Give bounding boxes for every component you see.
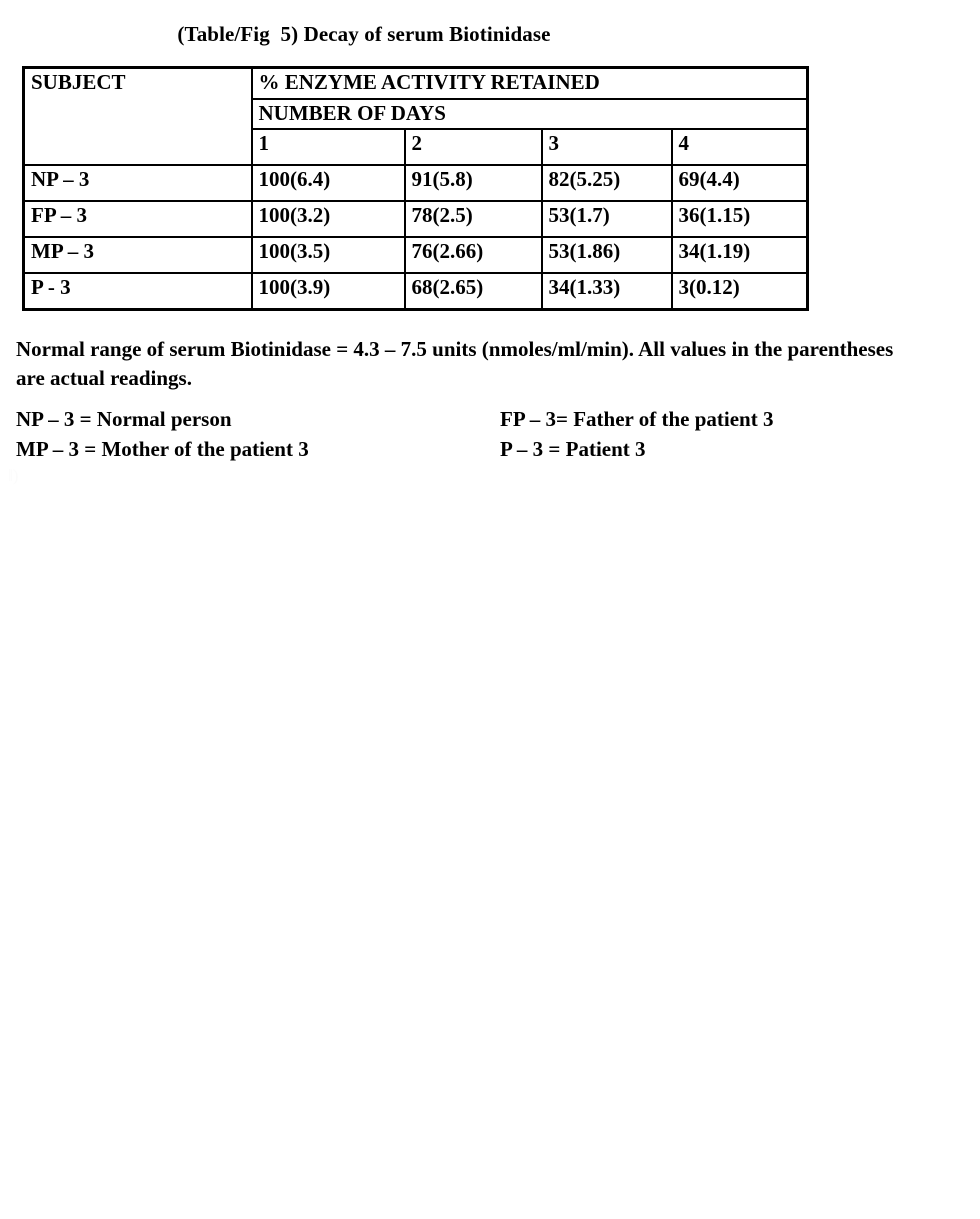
cell-subject: P - 3	[22, 272, 253, 311]
legend-row: MP – 3 = Mother of the patient 3 P – 3 =…	[16, 434, 916, 464]
biotinidase-decay-table: SUBJECT % ENZYME ACTIVITY RETAINED NUMBE…	[22, 66, 809, 312]
cell-day-3: 34(1.33)	[540, 272, 673, 311]
header-day-4: 4	[670, 128, 809, 167]
legend-item-mp3: MP – 3 = Mother of the patient 3	[16, 437, 309, 462]
cell-subject: FP – 3	[22, 200, 253, 239]
scan-artifact: ‖)	[8, 466, 19, 485]
table-row: FP – 3 100(3.2) 78(2.5) 53(1.7) 36(1.15)	[22, 200, 809, 239]
header-enzyme-activity: % ENZYME ACTIVITY RETAINED	[250, 66, 809, 100]
legend-item-np3: NP – 3 = Normal person	[16, 407, 232, 431]
cell-day-1: 100(3.9)	[250, 272, 406, 311]
header-day-2: 2	[403, 128, 543, 167]
cell-day-4: 69(4.4)	[670, 164, 809, 203]
legend-item-fp3: FP – 3= Father of the patient 3	[500, 407, 774, 431]
cell-day-1: 100(3.2)	[250, 200, 406, 239]
cell-subject: NP – 3	[22, 164, 253, 203]
table-header-row-days: NUMBER OF DAYS	[24, 97, 809, 131]
legend: NP – 3 = Normal person FP – 3= Father of…	[16, 404, 916, 465]
cell-day-2: 68(2.65)	[403, 272, 543, 311]
cell-day-4: 36(1.15)	[670, 200, 809, 239]
header-number-of-days: NUMBER OF DAYS	[250, 97, 809, 131]
legend-row: NP – 3 = Normal person FP – 3= Father of…	[16, 404, 916, 434]
header-subject: SUBJECT	[22, 66, 253, 167]
cell-day-4: 3(0.12)	[670, 272, 809, 311]
cell-day-3: 53(1.86)	[540, 236, 673, 275]
cell-day-2: 76(2.66)	[403, 236, 543, 275]
page-title: (Table/Fig 5) Decay of serum Biotinidase	[177, 22, 551, 46]
table-footnote: Normal range of serum Biotinidase = 4.3 …	[16, 337, 894, 390]
cell-day-3: 53(1.7)	[540, 200, 673, 239]
legend-item-p3: P – 3 = Patient 3	[500, 437, 646, 462]
table-header-row-day-numbers: 1 2 3 4	[24, 128, 809, 167]
header-day-3: 3	[540, 128, 673, 167]
cell-day-2: 91(5.8)	[403, 164, 543, 203]
table-row: P - 3 100(3.9) 68(2.65) 34(1.33) 3(0.12)	[22, 272, 809, 311]
table-row: MP – 3 100(3.5) 76(2.66) 53(1.86) 34(1.1…	[22, 236, 809, 275]
cell-day-3: 82(5.25)	[540, 164, 673, 203]
table-header-row-metric: SUBJECT % ENZYME ACTIVITY RETAINED	[22, 66, 809, 167]
header-day-1: 1	[250, 128, 406, 167]
cell-day-1: 100(6.4)	[250, 164, 406, 203]
cell-day-2: 78(2.5)	[403, 200, 543, 239]
cell-subject: MP – 3	[22, 236, 253, 275]
cell-day-1: 100(3.5)	[250, 236, 406, 275]
table-row: NP – 3 100(6.4) 91(5.8) 82(5.25) 69(4.4)	[22, 164, 809, 203]
cell-day-4: 34(1.19)	[670, 236, 809, 275]
